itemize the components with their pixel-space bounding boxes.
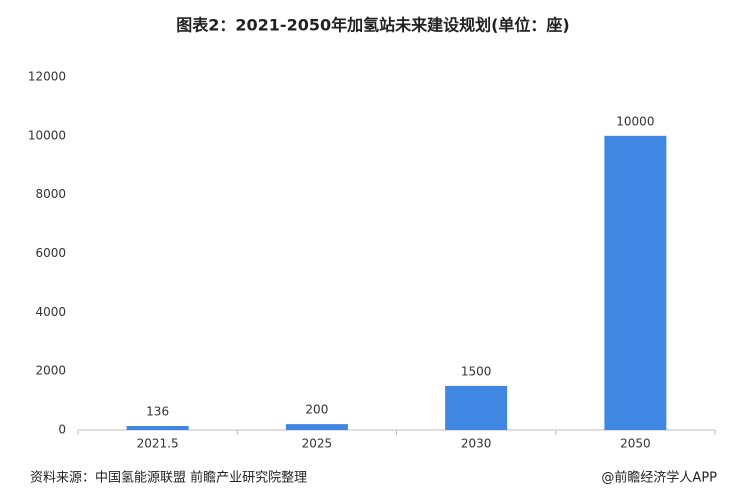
x-tick-label: 2050 xyxy=(620,437,651,451)
x-tick-label: 2021.5 xyxy=(137,437,179,451)
value-label: 136 xyxy=(146,404,169,418)
bar xyxy=(285,424,348,430)
source-note: 资料来源：中国氢能源联盟 前瞻产业研究院整理 xyxy=(30,470,307,486)
y-tick-label: 0 xyxy=(58,423,66,437)
credit: @前瞻经济学人APP xyxy=(601,470,717,486)
y-tick-label: 4000 xyxy=(35,305,66,319)
value-label: 200 xyxy=(305,403,328,417)
bar xyxy=(126,425,189,430)
x-tick-label: 2030 xyxy=(461,437,492,451)
y-tick-label: 2000 xyxy=(35,364,66,378)
bar xyxy=(445,385,508,430)
chart-title: 图表2：2021-2050年加氢站未来建设规划(单位：座) xyxy=(176,16,569,35)
y-tick-label: 12000 xyxy=(28,70,66,84)
y-tick-label: 6000 xyxy=(35,246,66,260)
value-label: 10000 xyxy=(616,114,654,128)
bar xyxy=(604,135,667,431)
value-label: 1500 xyxy=(461,364,492,378)
x-tick-label: 2025 xyxy=(302,437,333,451)
y-tick-label: 10000 xyxy=(28,128,66,142)
y-tick-label: 8000 xyxy=(35,187,66,201)
